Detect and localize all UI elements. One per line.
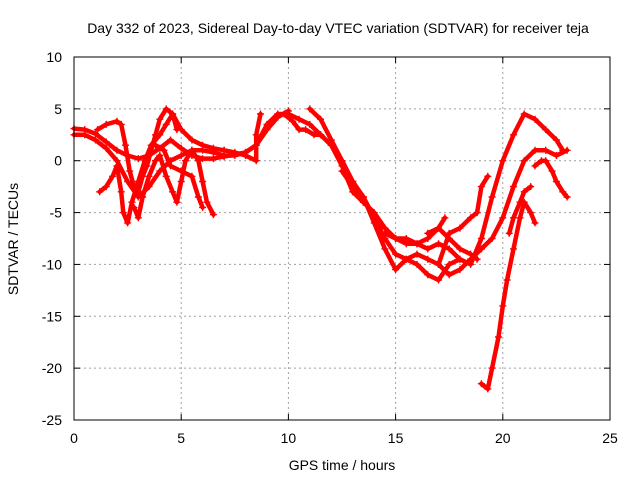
series-trace: [307, 106, 463, 283]
x-tick-label: 5: [177, 430, 185, 446]
y-tick-label: 5: [54, 101, 62, 117]
series-arc-14: [477, 198, 539, 393]
y-axis-label: SDTVAR / TECUs: [5, 183, 21, 295]
y-tick-label: 0: [54, 153, 62, 169]
series-arc-11: [381, 110, 567, 268]
series-point-markers: [381, 110, 567, 268]
x-tick-label: 0: [70, 430, 78, 446]
y-tick-label: -20: [42, 360, 62, 376]
series-arc-5: [130, 146, 217, 222]
grid-lines: [74, 57, 610, 420]
series-point-markers: [70, 110, 449, 248]
x-tick-label: 15: [388, 430, 404, 446]
series-trace: [131, 148, 216, 221]
x-tick-label: 10: [281, 430, 297, 446]
series-arc-15: [505, 183, 535, 237]
series-point-markers: [94, 105, 228, 196]
x-tick-label: 20: [495, 430, 511, 446]
series-point-markers: [531, 157, 571, 201]
y-tick-label: 10: [46, 49, 62, 65]
series-arc-3: [94, 105, 228, 196]
series-point-markers: [220, 110, 264, 165]
series-arc-4: [96, 110, 181, 227]
series-arc-9: [306, 105, 464, 284]
series-point-markers: [96, 110, 181, 227]
series-arc-13: [424, 224, 481, 263]
axis-ticks: 0 5 10 15 20 25 -25 -20 -15 -10 -5 0 5 10: [42, 49, 618, 446]
series-trace: [95, 106, 227, 195]
series-trace: [339, 148, 570, 278]
y-tick-label: -10: [42, 256, 62, 272]
series-point-markers: [505, 183, 535, 237]
x-axis-label: GPS time / hours: [289, 457, 396, 473]
series-arc-12: [435, 172, 492, 268]
series-arc-6: [152, 141, 207, 211]
series-arc-2: [70, 110, 449, 248]
y-tick-label: -15: [42, 308, 62, 324]
data-series: [70, 105, 571, 393]
x-tick-label: 25: [602, 430, 618, 446]
series-point-markers: [152, 141, 207, 211]
y-tick-label: -5: [50, 205, 63, 221]
series-trace: [382, 111, 566, 267]
series-point-markers: [477, 198, 539, 393]
series-point-markers: [130, 146, 217, 222]
series-point-markers: [280, 110, 367, 206]
plot-frame: [73, 56, 611, 421]
series-arc-7: [220, 110, 264, 165]
series-trace: [425, 225, 480, 262]
series-arc-16: [531, 157, 571, 201]
chart-title: Day 332 of 2023, Sidereal Day-to-day VTE…: [87, 20, 589, 36]
series-point-markers: [435, 172, 492, 268]
series-point-markers: [424, 224, 481, 263]
y-tick-label: -25: [42, 412, 62, 428]
